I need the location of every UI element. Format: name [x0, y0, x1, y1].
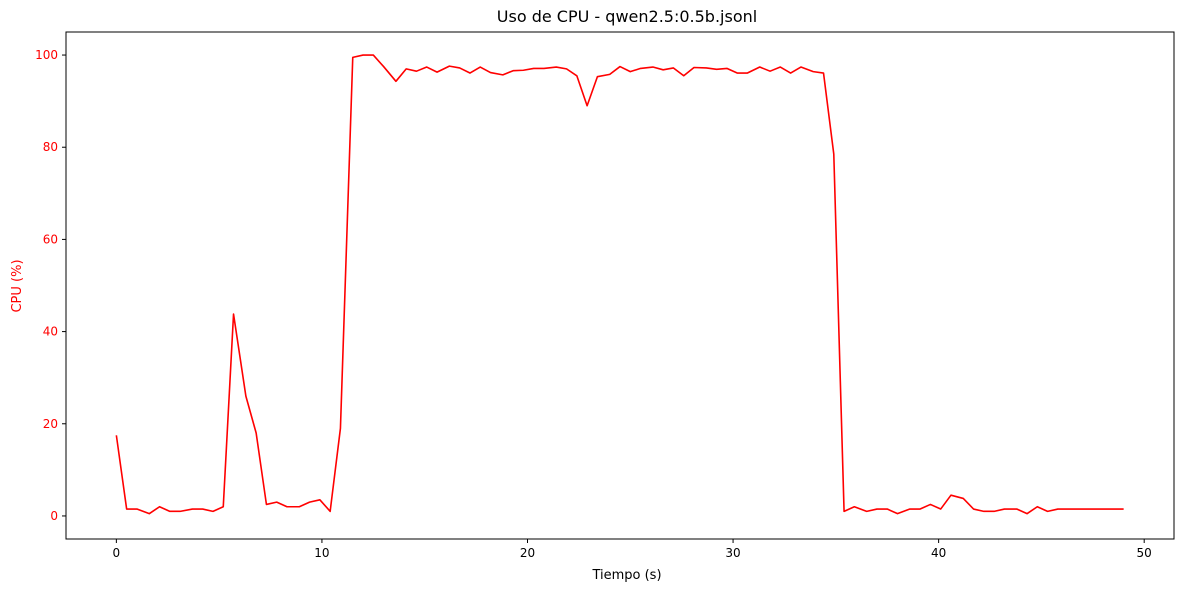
plot-area: 0 10 20 30 40 50 0 20 40 60 80 100 — [35, 31, 1175, 560]
y-tick-label: 100 — [35, 48, 58, 62]
x-tick-label: 20 — [520, 546, 535, 560]
series-line-0 — [115, 54, 1124, 515]
y-tick-label: 40 — [43, 325, 58, 339]
x-tick-label: 30 — [725, 546, 740, 560]
chart-title: Uso de CPU - qwen2.5:0.5b.jsonl — [497, 7, 757, 26]
y-tick-label: 60 — [43, 232, 58, 246]
x-axis-label: Tiempo (s) — [591, 568, 661, 583]
x-tick-label: 50 — [1137, 546, 1152, 560]
y-tick-label: 80 — [43, 140, 58, 154]
x-tick-label: 10 — [314, 546, 329, 560]
axes-frame — [65, 31, 1175, 540]
y-axis-label: CPU (%) — [10, 259, 25, 312]
y-tick-label: 0 — [50, 509, 58, 523]
x-tick-label: 0 — [113, 546, 121, 560]
x-tick-label: 40 — [931, 546, 946, 560]
y-tick-label: 20 — [43, 417, 58, 431]
